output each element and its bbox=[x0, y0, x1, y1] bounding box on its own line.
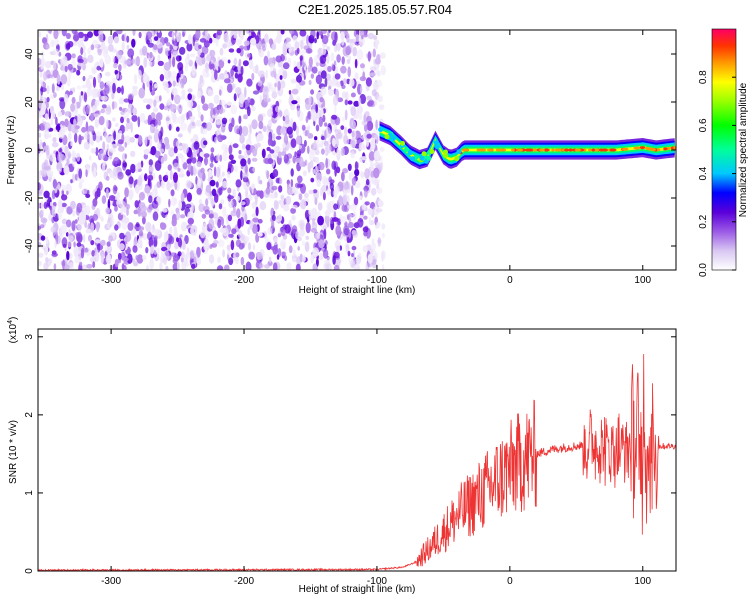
colorbar-label: Normalized spectral amplitude bbox=[738, 82, 749, 217]
colorbar-tick-label: 0.6 bbox=[698, 118, 709, 132]
x-tick-label: -100 bbox=[367, 275, 387, 286]
top-y-axis-label: Frequency (Hz) bbox=[6, 116, 17, 185]
y-tick-label: 20 bbox=[24, 96, 35, 108]
y-tick-label: 40 bbox=[24, 48, 35, 60]
y-tick-label: 2 bbox=[24, 412, 35, 418]
y-tick-label: 1 bbox=[24, 490, 35, 496]
colorbar: 0.0 0.2 0.4 0.6 0.8 Normalized spectral ampl… bbox=[698, 28, 749, 277]
colorbar-tick-label: 0.4 bbox=[698, 166, 709, 180]
y-tick-label: -40 bbox=[24, 238, 35, 253]
colorbar-tick-label: 0.2 bbox=[698, 214, 709, 228]
bottom-y-axis-label: SNR (10 * v/v) bbox=[8, 420, 19, 484]
x-tick-label: -200 bbox=[234, 576, 254, 587]
y-tick-label: 0 bbox=[24, 568, 35, 574]
x-tick-label: 100 bbox=[634, 275, 651, 286]
x-tick-label: -300 bbox=[101, 576, 121, 587]
noise-blobs bbox=[38, 30, 386, 270]
x-tick-label: -200 bbox=[234, 275, 254, 286]
y-tick-label: 0 bbox=[24, 147, 35, 153]
signal-track bbox=[378, 121, 676, 170]
bottom-x-axis-label: Height of straight line (km) bbox=[299, 584, 416, 595]
y-scale-note: (x104) bbox=[7, 317, 19, 344]
x-tick-label: -300 bbox=[101, 275, 121, 286]
colorbar-tick-label: 0.8 bbox=[698, 70, 709, 84]
y-tick-label: 3 bbox=[24, 334, 35, 340]
snr-series-line bbox=[38, 353, 676, 571]
colorbar-tick-label: 0.0 bbox=[698, 263, 709, 277]
x-tick-label: 0 bbox=[507, 275, 513, 286]
x-tick-label: 100 bbox=[634, 576, 651, 587]
y-tick-label: -20 bbox=[24, 190, 35, 205]
x-tick-label: -100 bbox=[367, 576, 387, 587]
x-tick-label: 0 bbox=[507, 576, 513, 587]
top-x-axis-label: Height of straight line (km) bbox=[299, 285, 416, 296]
snr-plot: -300 -200 -100 0 100 0 1 2 3 Height of straight… bbox=[7, 317, 677, 595]
chart-title: C2E1.2025.185.05.57.R04 bbox=[298, 2, 452, 17]
